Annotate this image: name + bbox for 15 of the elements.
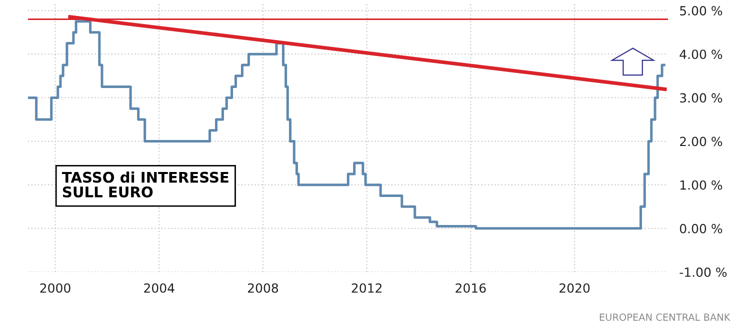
x-tick-label: 2012 [352, 283, 382, 293]
x-tick-label: 2008 [248, 283, 278, 293]
y-tick-label: 2.00 % [680, 136, 722, 146]
text: EUROPEAN CENTRAL BANK [600, 314, 730, 321]
y-tick-label: 0.00 % [680, 224, 722, 234]
y-tick-label: -1.00 % [680, 267, 727, 277]
y-tick-label: 4.00 % [680, 50, 722, 60]
x-tick-label: 2000 [40, 283, 70, 293]
y-tick-label: 3.00 % [680, 93, 722, 103]
y-tick-label: 5.00 % [680, 6, 722, 16]
y-tick-label: 1.00 % [680, 180, 722, 190]
annotation: TASSO di INTERESSE SULL EURO [62, 172, 228, 198]
x-tick-label: 2004 [144, 283, 174, 293]
x-tick-label: 2016 [456, 283, 486, 293]
x-tick-label: 2020 [560, 283, 590, 293]
